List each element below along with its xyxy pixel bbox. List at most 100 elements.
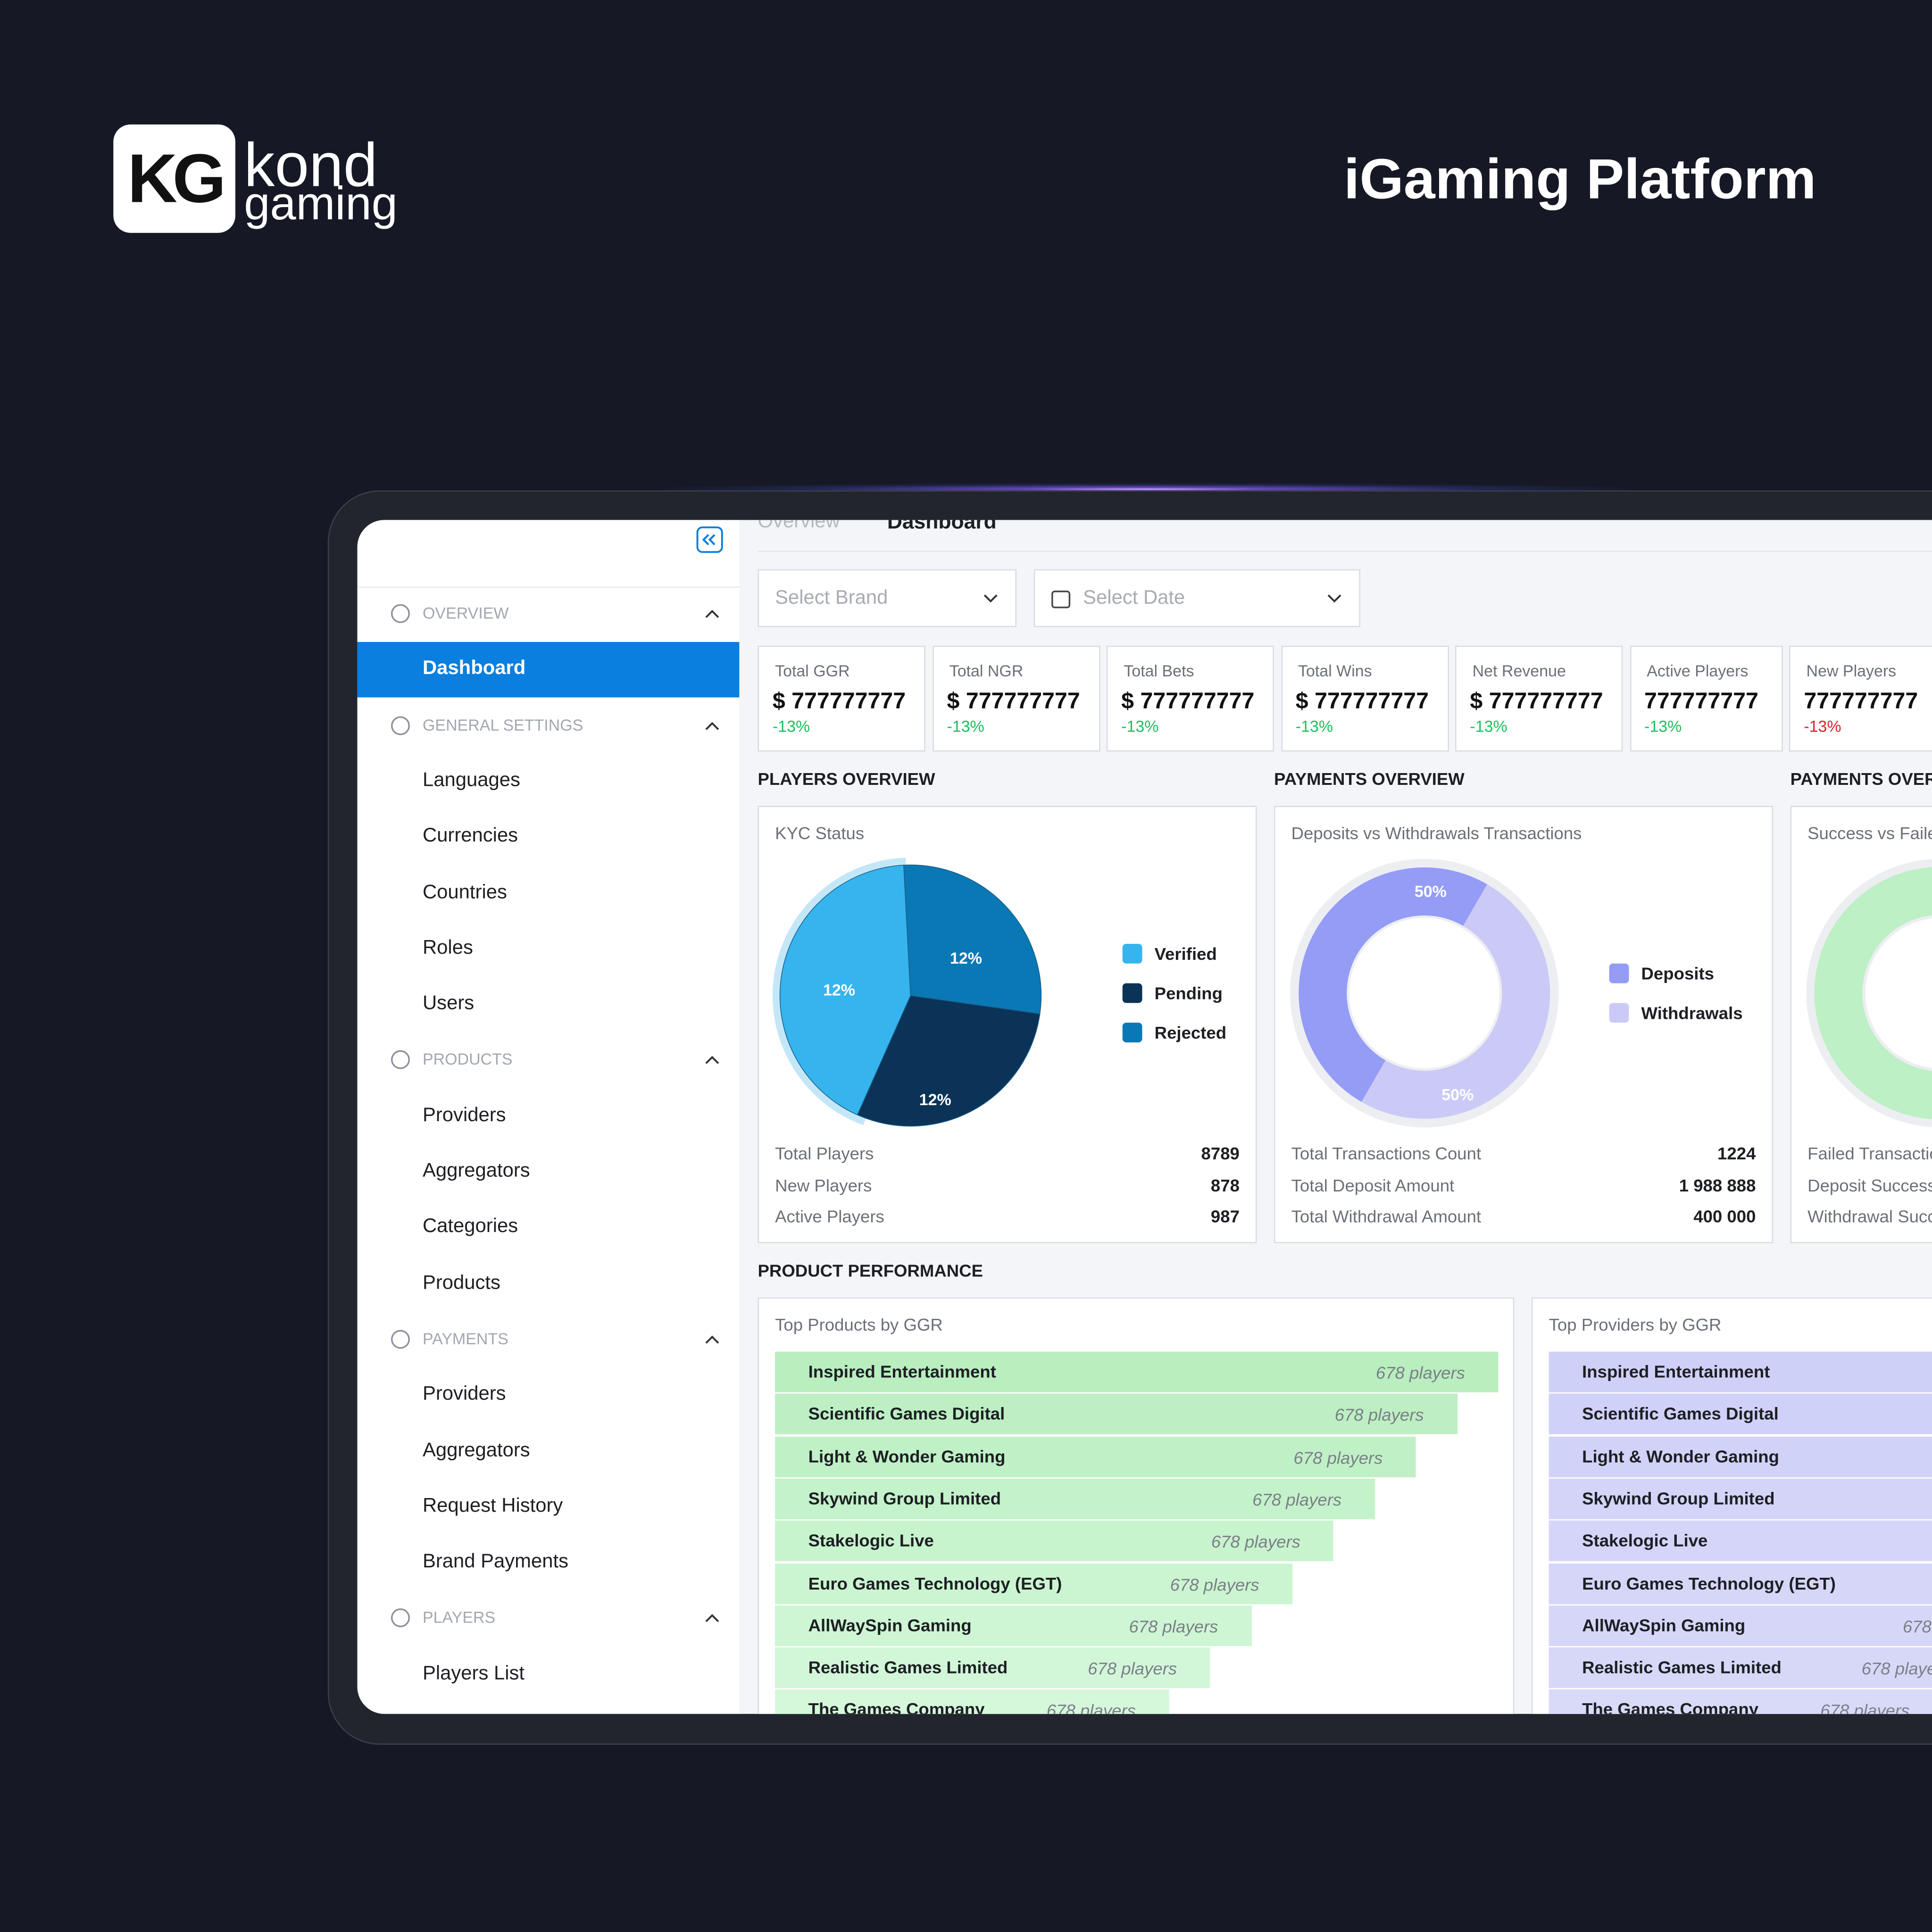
ranking-name: Light & Wonder Gaming (1582, 1446, 1780, 1466)
ranking-name: Realistic Games Limited (808, 1657, 1008, 1677)
kpi-value: 777777777 (1804, 687, 1918, 714)
icon-shape (391, 604, 410, 623)
nav-item[interactable]: Request History (423, 1495, 563, 1517)
ranking-name: Inspired Entertainment (1582, 1361, 1770, 1382)
section-icon (391, 1330, 410, 1349)
legend-swatch (1609, 963, 1629, 983)
legend-swatch (1609, 1003, 1629, 1023)
ranking-players: 678 players (1910, 1572, 1932, 1596)
ranking-players: 678 players (1334, 1405, 1424, 1425)
stat-label: Total Transactions Count (1291, 1143, 1482, 1163)
ranking-players: 678 players (1211, 1532, 1300, 1552)
pie-slice (779, 865, 911, 1116)
kpi-label: Total GGR (775, 661, 850, 680)
select-date[interactable]: Select Date (1033, 569, 1360, 627)
legend-label: Deposits (1641, 963, 1714, 983)
ranking-name: Euro Games Technology (EGT) (808, 1573, 1062, 1593)
nav-item[interactable]: Providers (423, 1384, 506, 1405)
kpi-change: -13% (1121, 717, 1159, 736)
donut-slice (1361, 884, 1550, 1119)
dropdown-chevron (1327, 594, 1341, 603)
chevron (705, 1056, 719, 1065)
kpi-change: -13% (772, 717, 810, 736)
select-brand[interactable]: Select Brand (758, 569, 1017, 627)
ranking-name: Skywind Group Limited (808, 1488, 1001, 1508)
section-chevron[interactable] (704, 719, 721, 731)
section-chevron[interactable] (704, 1612, 721, 1624)
section-chevron[interactable] (704, 608, 721, 620)
ranking-players: 678 players (1902, 1616, 1932, 1636)
icon-shape (391, 1608, 410, 1628)
kpi-change: -13% (1470, 717, 1507, 736)
page-title: iGaming Platform (1343, 146, 1816, 211)
legend-label: Verified (1154, 943, 1217, 964)
chevron (705, 1335, 719, 1344)
section-title: PRODUCT PERFORMANCE (758, 1260, 983, 1281)
kpi-card: Total Bets $ 777777777 -13% (1106, 645, 1274, 752)
pie-slice (903, 865, 1042, 1015)
logo-mark: KG (127, 139, 226, 217)
nav-item[interactable]: Categories (423, 1216, 518, 1238)
stat-label: Withdrawal Success Rate (1807, 1206, 1932, 1226)
section-header: PRODUCTS (423, 1050, 513, 1069)
kpi-label: Total Bets (1124, 661, 1194, 680)
section-icon (391, 716, 410, 735)
kpi-change: -13% (1804, 717, 1841, 736)
nav-item[interactable]: Roles (423, 937, 473, 958)
collapse-button[interactable] (696, 526, 723, 553)
ranking-bar (775, 1521, 1334, 1562)
stat-label: Deposit Success Rate (1807, 1174, 1932, 1195)
nav-item[interactable]: Countries (423, 882, 507, 903)
sidebar: OVERVIEW Dashboard GENERAL SETTINGS Languag… (357, 520, 740, 1714)
breadcrumb-current: Dashboard (887, 520, 997, 534)
pie-slice (857, 995, 1041, 1127)
nav-item[interactable]: Languages (423, 770, 520, 791)
nav-item[interactable]: Users (423, 993, 475, 1015)
nav-item[interactable]: Currencies (423, 825, 518, 847)
section-header: GENERAL SETTINGS (423, 715, 583, 734)
ranking-players: 678 players (1293, 1447, 1383, 1467)
kpi-card: Active Players 777777777 -13% (1629, 645, 1782, 752)
stat-label: Total Players (775, 1143, 874, 1163)
ranking-bar (1549, 1521, 1932, 1562)
nav-item[interactable]: Brand Payments (423, 1551, 568, 1573)
section-chevron[interactable] (704, 1054, 721, 1066)
stat-label: Failed Transactions (1807, 1143, 1932, 1163)
card-title: KYC Status (775, 823, 865, 843)
logo-text: gaming (244, 178, 398, 231)
section-chevron[interactable] (704, 1333, 721, 1345)
ranking-name: Inspired Entertainment (808, 1361, 996, 1382)
legend-swatch (1122, 1023, 1142, 1042)
donut-slice (1299, 867, 1487, 1102)
nav-item[interactable]: Aggregators (423, 1160, 530, 1182)
chevron (983, 594, 998, 603)
section-icon (391, 1050, 410, 1070)
calendar-icon (1051, 591, 1071, 608)
nav-item[interactable]: Players List (423, 1663, 525, 1684)
overview-card: Success vs Failed Failed Transactions Depo… (1790, 806, 1932, 1243)
ranking-players: 678 players (1088, 1658, 1177, 1679)
ranking-players: 678 players (1252, 1489, 1342, 1509)
ranking-bar (775, 1605, 1251, 1646)
ranking-name: Euro Games Technology (EGT) (1582, 1573, 1836, 1593)
ranking-players: 678 players (1820, 1700, 1910, 1714)
nav-item[interactable]: Aggregators (423, 1440, 530, 1461)
kpi-label: Active Players (1647, 661, 1749, 680)
nav-item[interactable]: Products (423, 1272, 500, 1293)
nav-item[interactable]: Dashboard (423, 658, 526, 680)
logo-box (113, 124, 235, 233)
ranking-bar (1549, 1394, 1932, 1435)
ranking-bar (1549, 1351, 1932, 1392)
ranking-name: The Games Company (808, 1699, 985, 1714)
kpi-card: New Players 777777777 -13% (1789, 645, 1932, 752)
ranking-bar (1549, 1563, 1932, 1604)
kpi-label: New Players (1806, 661, 1897, 680)
nav-item[interactable]: Providers (423, 1105, 506, 1126)
kpi-label: Total Wins (1298, 661, 1372, 680)
ranking-name: Realistic Games Limited (1582, 1657, 1782, 1677)
kpi-label: Net Revenue (1472, 661, 1566, 680)
ranking-bar (775, 1563, 1293, 1604)
stat-value: 1224 (1717, 1143, 1756, 1163)
stat-value: 400 000 (1693, 1206, 1756, 1226)
kpi-change: -13% (1644, 717, 1682, 736)
